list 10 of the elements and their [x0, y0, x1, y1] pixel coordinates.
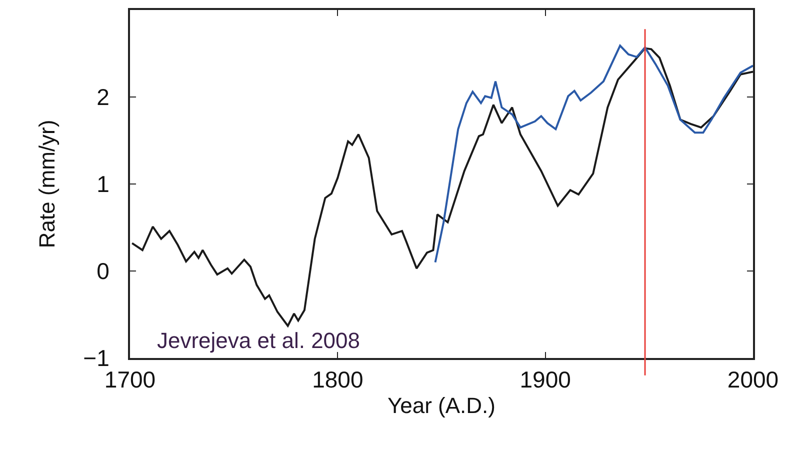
y-tick-label: 0 [96, 258, 110, 284]
y-axis-title: Rate (mm/yr) [34, 120, 60, 248]
y-tick-label: 2 [96, 84, 110, 110]
annotation: Jevrejeva et al. 2008 [157, 328, 360, 353]
line-series [434, 44, 753, 264]
x-axis-title: Year (A.D.) [387, 393, 496, 418]
x-tick-label: 1800 [312, 366, 364, 393]
y-tick-label: 1 [96, 171, 110, 198]
x-tick-label: 1900 [520, 366, 571, 393]
x-tick-label: 2000 [727, 366, 779, 393]
